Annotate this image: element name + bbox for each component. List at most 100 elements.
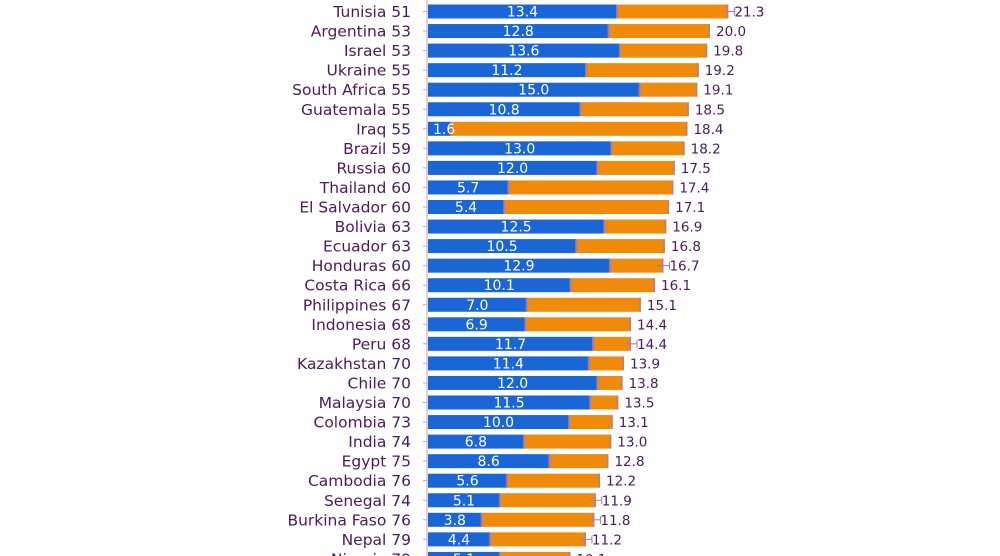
bar-segment-separator: [522, 434, 525, 449]
category-label: Brazil 59: [343, 140, 411, 158]
blue-value-label: 1.6: [433, 122, 455, 138]
total-value-label: 10.1: [576, 552, 606, 556]
bar-segment-orange: [576, 239, 665, 254]
bar-segment-orange: [597, 375, 623, 390]
bar-segment-blue: [428, 473, 507, 488]
bar-segment-separator: [596, 160, 599, 175]
bar-end-cap: [621, 375, 623, 390]
labels: Tunisia 51 13.4 21.3 Argentina 53 12.8 20.0 Is…: [287, 3, 764, 556]
blue-value-label: 4.4: [448, 532, 470, 548]
bar-segment-separator: [449, 121, 452, 136]
total-value-label: 13.8: [629, 376, 659, 392]
blue-value-label: 7.0: [466, 298, 488, 314]
bar-segment-separator: [591, 336, 594, 351]
blue-value-label: 6.9: [466, 317, 488, 333]
bar-segment-separator: [575, 239, 578, 254]
blue-value-label: 10.0: [483, 415, 514, 431]
total-value-label: 12.2: [606, 474, 636, 490]
blue-value-label: 11.4: [493, 356, 524, 372]
bar-segment-orange: [588, 356, 624, 371]
blue-value-label: 5.4: [455, 200, 477, 216]
bar-segment-separator: [579, 102, 582, 117]
bar-segment-blue: [428, 454, 550, 469]
bar-segment-blue: [428, 512, 482, 527]
bar-end-cap: [653, 278, 656, 293]
bar-segment-blue: [428, 375, 598, 390]
bar-segment-separator: [548, 454, 551, 469]
blue-value-label: 5.1: [453, 493, 475, 509]
bar-segment-orange: [490, 532, 586, 547]
bar-end-cap: [611, 415, 613, 430]
bar-segment-blue: [428, 434, 524, 449]
category-label: Costa Rica 66: [304, 277, 411, 295]
bar-segment-orange: [585, 63, 699, 78]
total-value-label: 11.9: [602, 493, 632, 509]
axis: [423, 0, 428, 556]
category-label: El Salvador 60: [299, 199, 411, 217]
blue-value-label: 12.9: [503, 259, 534, 275]
bar-end-cap: [667, 200, 670, 214]
bar-segment-blue: [428, 532, 491, 547]
bar-end-cap: [671, 180, 674, 195]
bar-segment-separator: [610, 141, 613, 156]
category-label: Colombia 73: [314, 414, 412, 432]
category-label: Guatemala 55: [301, 101, 411, 119]
bar-end-cap: [708, 24, 710, 39]
bar-segment-orange: [609, 258, 664, 273]
total-value-label: 18.5: [695, 102, 725, 118]
bar-segment-separator: [603, 219, 606, 234]
category-label: Argentina 53: [311, 23, 411, 41]
blue-value-label: 12.8: [503, 24, 534, 40]
total-value-label: 13.1: [619, 415, 649, 431]
bar-segment-blue: [428, 278, 571, 293]
blue-value-label: 12.0: [497, 376, 528, 392]
category-label: Iraq 55: [356, 120, 411, 138]
bar-segment-separator: [596, 375, 599, 390]
bar-segment-blue: [428, 180, 509, 195]
bar-segment-separator: [638, 82, 641, 97]
category-label: Russia 60: [336, 159, 411, 177]
total-value-label: 13.9: [630, 356, 660, 372]
bar-end-cap: [683, 141, 685, 156]
bar-segment-blue: [428, 121, 451, 136]
bar-segment-separator: [584, 63, 587, 78]
bar-segment-orange: [526, 297, 641, 312]
bar-end-cap: [663, 239, 665, 254]
category-label: Malaysia 70: [319, 394, 411, 412]
bar-segment-blue: [428, 551, 500, 556]
blue-value-label: 11.2: [491, 63, 522, 79]
total-value-label: 21.3: [734, 5, 764, 21]
bar-segment-orange: [506, 473, 601, 488]
bar-segment-orange: [481, 512, 595, 527]
category-label: Nigeria 79: [331, 550, 411, 556]
bar-segment-blue: [428, 219, 605, 234]
category-label: Ecuador 63: [323, 238, 411, 256]
bar-segment-blue: [428, 239, 577, 254]
total-value-label: 13.5: [624, 396, 654, 412]
bar-segment-orange: [450, 121, 688, 136]
blue-value-label: 11.7: [495, 337, 526, 353]
bar-segment-orange: [525, 317, 632, 332]
bar-segment-separator: [589, 395, 592, 410]
bar-end-cap: [598, 473, 601, 488]
bar-segment-separator: [587, 356, 590, 371]
total-value-label: 14.4: [637, 337, 667, 353]
category-label: Nepal 79: [342, 531, 411, 549]
bar-segment-orange: [523, 434, 612, 449]
bar-segment-blue: [428, 82, 640, 97]
bar-end-cap: [685, 121, 688, 136]
bar-segment-orange: [499, 493, 596, 508]
blue-value-label: 5.1: [453, 552, 475, 556]
bar-end-cap: [664, 219, 667, 234]
total-value-label: 15.1: [647, 298, 677, 314]
total-value-label: 16.9: [672, 220, 702, 236]
category-label: Israel 53: [344, 42, 411, 60]
category-label: Egypt 75: [342, 453, 411, 471]
bar-segment-blue: [428, 141, 612, 156]
bar-end-cap: [687, 102, 689, 117]
bar-segment-orange: [549, 454, 609, 469]
bar-end-cap: [606, 454, 609, 469]
category-label: Bolivia 63: [335, 218, 411, 236]
blue-value-label: 5.7: [457, 180, 479, 196]
bar-segment-orange: [597, 160, 675, 175]
